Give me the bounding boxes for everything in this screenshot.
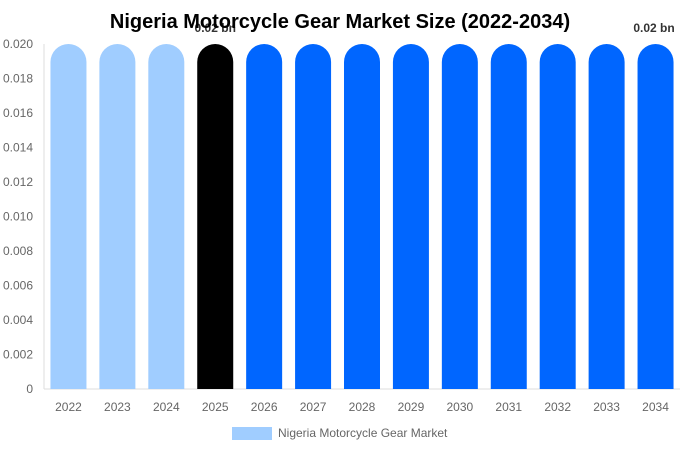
data-label: 0.02 bn (633, 21, 674, 35)
y-tick-label: 0.002 (3, 348, 33, 362)
bar-2024 (148, 44, 185, 389)
x-tick-label: 2033 (593, 400, 620, 414)
x-tick-label: 2029 (398, 400, 425, 414)
bars (50, 44, 674, 389)
bar-2030 (441, 44, 478, 389)
x-tick-labels: 2022 2023 2024 2025 2026 2027 2028 2029 2030 2031… (55, 400, 669, 414)
x-tick-label: 2025 (202, 400, 229, 414)
chart-title: Nigeria Motorcycle Gear Market Size (202… (110, 11, 570, 33)
y-tick-label: 0.012 (3, 175, 33, 189)
bar-2025 (197, 44, 234, 389)
data-label: 0.02 bn (195, 21, 236, 35)
bar-2023 (99, 44, 136, 389)
x-tick-label: 2031 (495, 400, 522, 414)
bar-2027 (295, 44, 332, 389)
x-tick-label: 2023 (104, 400, 131, 414)
y-tick-label: 0.020 (3, 37, 33, 51)
bar-2022 (50, 44, 87, 389)
y-tick-label: 0.016 (3, 106, 33, 120)
x-tick-label: 2034 (642, 400, 669, 414)
bar-2029 (392, 44, 429, 389)
y-tick-label: 0.006 (3, 279, 33, 293)
x-tick-label: 2022 (55, 400, 82, 414)
legend-label: Nigeria Motorcycle Gear Market (278, 426, 448, 440)
x-tick-label: 2024 (153, 400, 180, 414)
x-tick-label: 2027 (300, 400, 327, 414)
legend: Nigeria Motorcycle Gear Market (232, 426, 448, 440)
bar-2032 (539, 44, 576, 389)
annotations: 0.02 bn 0.02 bn (195, 21, 675, 35)
bar-2026 (246, 44, 283, 389)
bar-2031 (490, 44, 527, 389)
y-tick-label: 0.008 (3, 244, 33, 258)
x-tick-label: 2032 (544, 400, 571, 414)
bar-2028 (344, 44, 380, 389)
bar-2034 (637, 44, 674, 389)
bar-2033 (588, 44, 625, 389)
y-tick-label: 0 (26, 382, 33, 396)
y-tick-label: 0.014 (3, 141, 33, 155)
y-tick-label: 0.004 (3, 313, 33, 327)
x-tick-label: 2028 (349, 400, 376, 414)
x-tick-label: 2030 (446, 400, 473, 414)
y-tick-labels: 0 0.002 0.004 0.006 0.008 0.010 0.012 0.014 0.01… (3, 37, 33, 396)
y-tick-label: 0.018 (3, 72, 33, 86)
y-tick-label: 0.010 (3, 210, 33, 224)
x-tick-label: 2026 (251, 400, 278, 414)
legend-swatch (232, 427, 272, 440)
